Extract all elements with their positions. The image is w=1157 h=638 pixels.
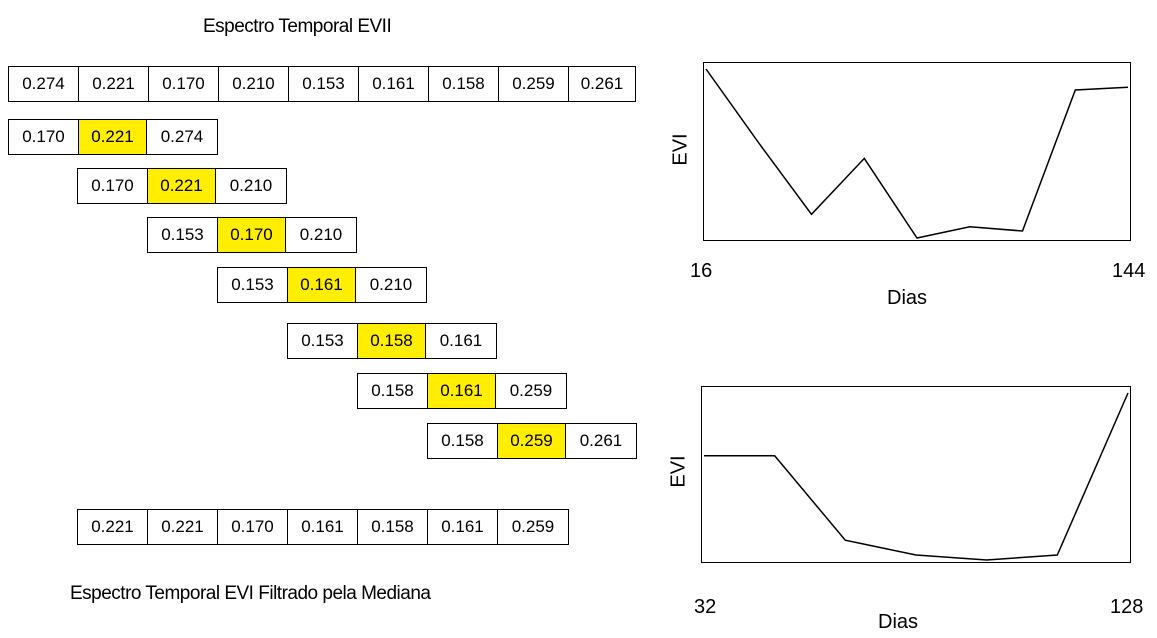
- filtered-cell: 0.221: [148, 510, 218, 544]
- original-cell: 0.153: [289, 67, 359, 101]
- original-cell: 0.158: [429, 67, 499, 101]
- window-row: 0.158 0.259 0.261: [427, 423, 637, 459]
- filtered-evi-chart: [701, 386, 1131, 563]
- evi-series-line: [704, 392, 1129, 561]
- window-cell: 0.153: [218, 268, 288, 302]
- original-evi-chart-svg: [705, 68, 1129, 239]
- window-median-cell: 0.221: [79, 120, 147, 154]
- chart1-x-label: Dias: [887, 287, 928, 309]
- window-median-cell: 0.259: [498, 424, 566, 458]
- filtered-cell: 0.221: [78, 510, 148, 544]
- window-row: 0.158 0.161 0.259: [357, 373, 567, 409]
- original-cell: 0.221: [79, 67, 149, 101]
- window-cell: 0.261: [579, 431, 623, 450]
- window-row: 0.170 0.221 0.210: [77, 168, 287, 204]
- window-cell: 0.170: [78, 169, 148, 203]
- original-cell: 0.261: [580, 74, 624, 93]
- window-row: 0.153 0.170 0.210: [147, 217, 357, 253]
- window-row: 0.170 0.221 0.274: [8, 119, 218, 155]
- chart2-x-label: Dias: [878, 611, 919, 633]
- original-cell: 0.210: [219, 67, 289, 101]
- window-cell: 0.210: [299, 225, 343, 244]
- original-series-row: 0.274 0.221 0.170 0.210 0.153 0.161 0.15…: [8, 66, 636, 102]
- window-cell: 0.274: [160, 127, 204, 146]
- filtered-cell: 0.161: [288, 510, 358, 544]
- window-row: 0.153 0.161 0.210: [217, 267, 427, 303]
- original-cell: 0.274: [9, 67, 79, 101]
- window-cell: 0.153: [148, 218, 218, 252]
- window-row: 0.153 0.158 0.161: [287, 323, 497, 359]
- filtered-cell: 0.170: [218, 510, 288, 544]
- chart1-x-tick-min: 16: [690, 260, 713, 282]
- window-median-cell: 0.161: [288, 268, 356, 302]
- filtered-evi-chart-svg: [704, 392, 1129, 561]
- window-median-cell: 0.170: [218, 218, 286, 252]
- original-cell: 0.170: [149, 67, 219, 101]
- window-cell: 0.210: [229, 176, 273, 195]
- window-cell: 0.158: [358, 374, 428, 408]
- filtered-series-row: 0.221 0.221 0.170 0.161 0.158 0.161 0.25…: [77, 509, 569, 545]
- window-cell: 0.170: [9, 120, 79, 154]
- chart1-x-tick-max: 144: [1112, 260, 1146, 282]
- window-cell: 0.259: [509, 381, 553, 400]
- window-cell: 0.161: [439, 331, 483, 350]
- chart2-x-tick-min: 32: [694, 596, 717, 618]
- filtered-cell: 0.259: [511, 517, 555, 536]
- filtered-cell: 0.161: [428, 510, 498, 544]
- chart1-y-label: EVI: [669, 133, 692, 166]
- filtered-cell: 0.158: [358, 510, 428, 544]
- window-median-cell: 0.161: [428, 374, 496, 408]
- chart2-y-label: EVI: [667, 455, 690, 488]
- original-cell: 0.161: [359, 67, 429, 101]
- window-cell: 0.210: [369, 275, 413, 294]
- window-median-cell: 0.221: [148, 169, 216, 203]
- window-cell: 0.153: [288, 324, 358, 358]
- bottom-title: Espectro Temporal EVI Filtrado pela Medi…: [70, 583, 431, 604]
- original-evi-chart: [703, 62, 1131, 241]
- window-median-cell: 0.158: [358, 324, 426, 358]
- window-cell: 0.158: [428, 424, 498, 458]
- chart2-x-tick-max: 128: [1110, 596, 1144, 618]
- original-cell: 0.259: [499, 67, 569, 101]
- top-title: Espectro Temporal EVII: [203, 16, 392, 37]
- evi-series-line: [705, 68, 1129, 239]
